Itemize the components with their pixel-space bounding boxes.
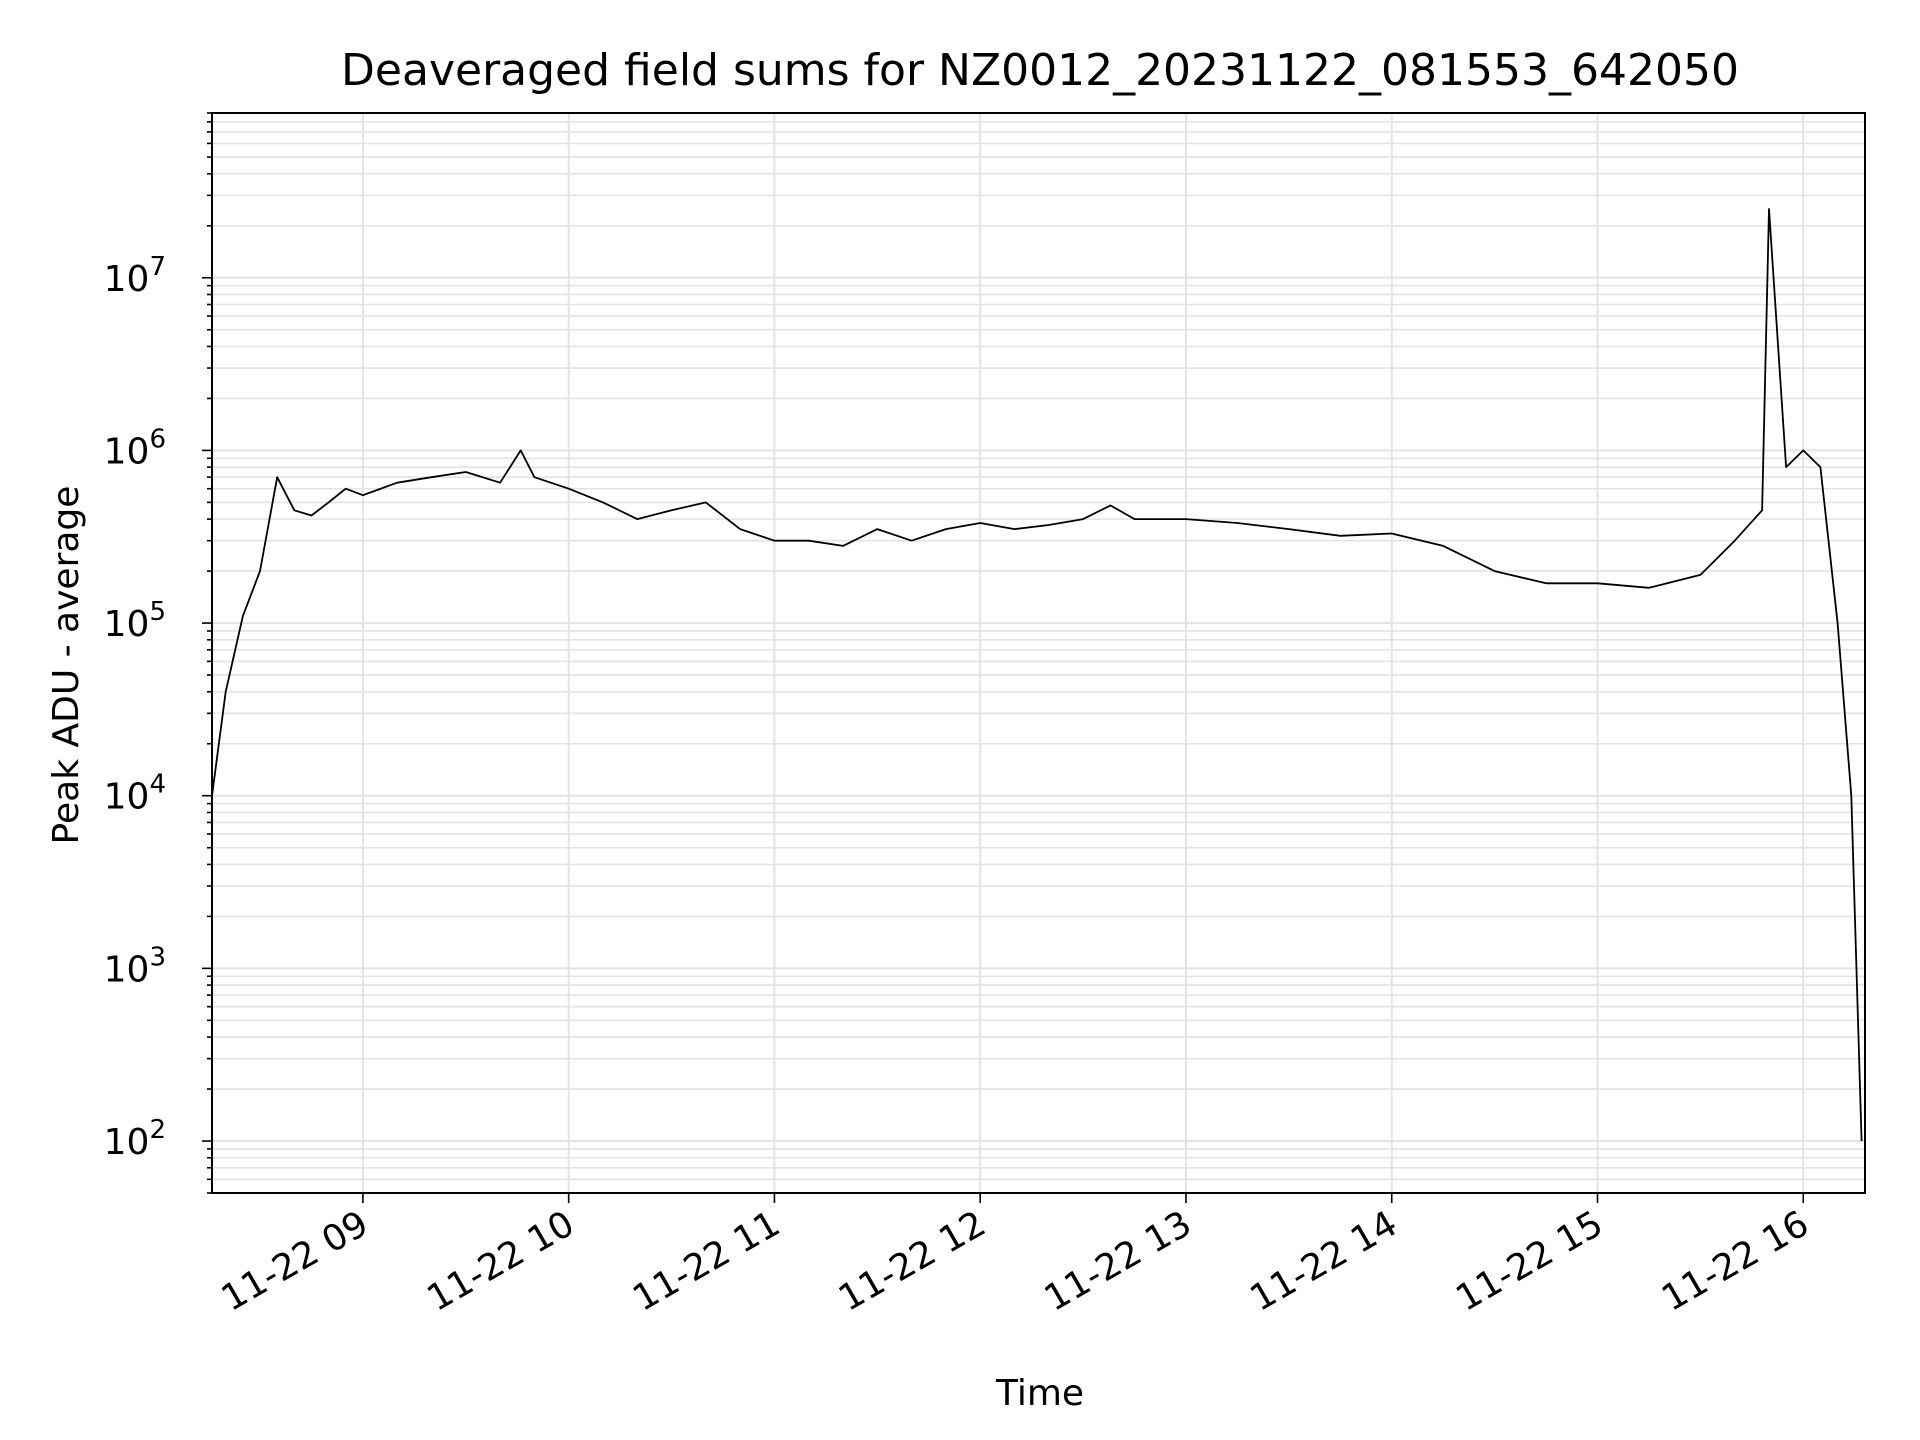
y-axis-label: Peak ADU - average <box>46 486 87 845</box>
y-tick-label: 103 <box>104 942 166 990</box>
y-tick-label: 102 <box>104 1115 166 1163</box>
x-axis-label: Time <box>995 1373 1084 1414</box>
y-tick-label: 107 <box>104 252 166 300</box>
series-line-layer <box>211 208 1863 1142</box>
y-tick-label: 104 <box>104 770 166 818</box>
series-line <box>211 208 1863 1142</box>
chart-title: Deaveraged field sums for NZ0012_2023112… <box>341 45 1739 96</box>
grid <box>212 112 1865 1194</box>
y-tick-label: 105 <box>104 597 166 645</box>
plot-frame <box>211 112 1866 1194</box>
y-tick-label: 106 <box>104 424 166 472</box>
